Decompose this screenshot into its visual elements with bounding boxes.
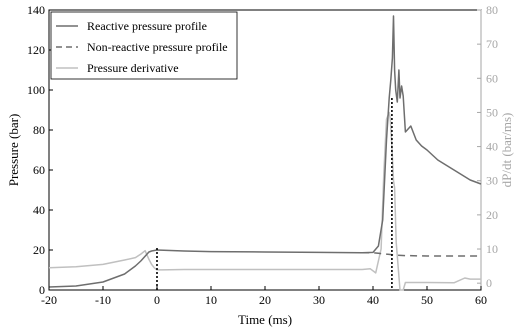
legend-box <box>50 11 238 80</box>
y-right-tick-label: 70 <box>486 37 498 51</box>
x-tick-label: 10 <box>205 293 217 307</box>
x-tick-label: -10 <box>95 293 111 307</box>
series-line-pressure-derivative <box>48 111 481 291</box>
y-left-tick-label: 0 <box>39 283 45 297</box>
tick-layer: -20 -10 0 10 20 30 40 50 60 0 20 40 60 80 100 120 140 0 10… <box>27 3 498 307</box>
y-left-tick-label: 100 <box>27 83 45 97</box>
y-right-tick-label: 60 <box>486 71 498 85</box>
x-tick-label: 20 <box>259 293 271 307</box>
x-axis-label: Time (ms) <box>238 312 292 327</box>
x-tick-label: 60 <box>475 293 487 307</box>
y-right-tick-label: 20 <box>486 208 498 222</box>
y-axis-right-label: dP/dt (bar/ms) <box>499 113 514 188</box>
series-line-reactive-pressure <box>48 15 482 288</box>
legend-label-reactive: Reactive pressure profile <box>87 19 207 33</box>
x-tick-label: 40 <box>367 293 379 307</box>
y-right-tick-label: 40 <box>486 140 498 154</box>
y-left-tick-label: 120 <box>27 43 45 57</box>
y-left-tick-label: 20 <box>33 243 45 257</box>
series-line-nonreactive-pressure <box>362 252 481 257</box>
y-left-tick-label: 40 <box>33 203 45 217</box>
y-left-tick-label: 60 <box>33 163 45 177</box>
x-tick-label: 50 <box>421 293 433 307</box>
x-tick-label: -20 <box>41 293 57 307</box>
x-tick-label: 30 <box>313 293 325 307</box>
legend: Reactive pressure profile Non-reactive p… <box>50 11 238 80</box>
y-axis-left-label: Pressure (bar) <box>6 114 21 187</box>
y-right-tick-label: 0 <box>486 276 492 290</box>
y-left-tick-label: 80 <box>33 123 45 137</box>
vline-layer <box>156 98 393 290</box>
y-left-tick-label: 140 <box>27 3 45 17</box>
y-right-tick-label: 50 <box>486 105 498 119</box>
y-right-tick-label: 10 <box>486 242 498 256</box>
legend-label-nonreactive: Non-reactive pressure profile <box>87 40 228 54</box>
y-right-tick-label: 80 <box>486 3 498 17</box>
legend-label-derivative: Pressure derivative <box>87 61 179 75</box>
y-right-tick-label: 30 <box>486 174 498 188</box>
x-tick-label: 0 <box>154 293 160 307</box>
series-layer <box>48 15 482 291</box>
